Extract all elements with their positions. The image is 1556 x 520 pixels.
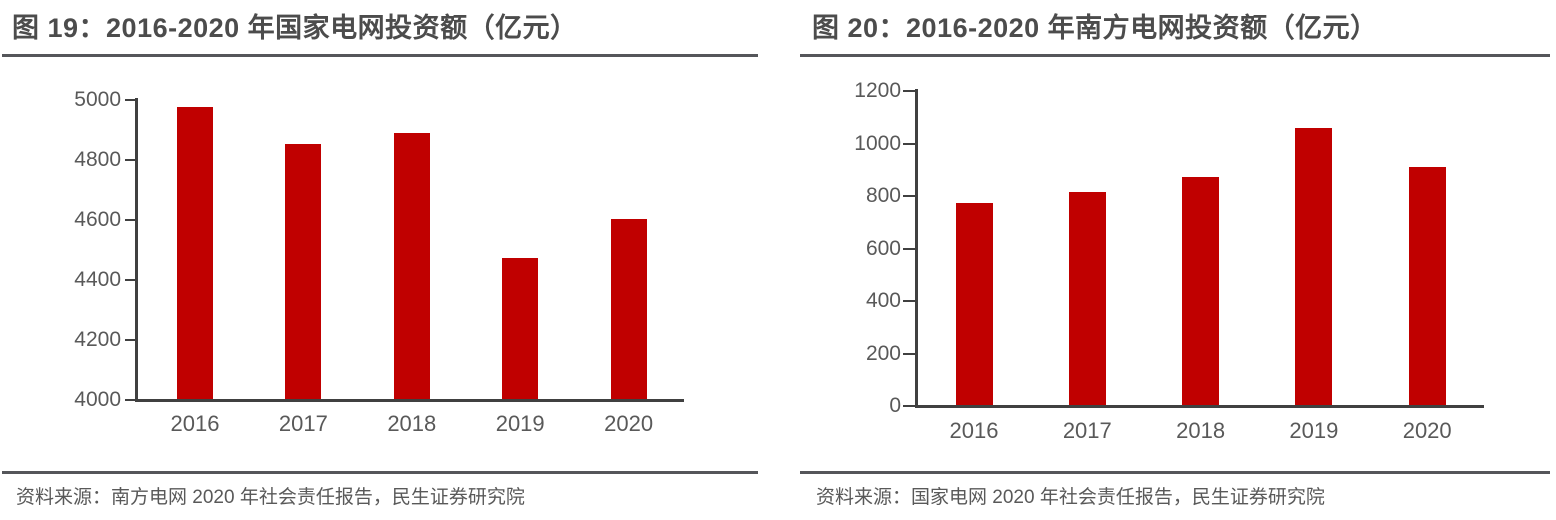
y-axis-label: 5000	[74, 88, 121, 111]
figure-19-title: 图 19：2016-2020 年国家电网投资额（亿元）	[12, 13, 578, 43]
y-axis-label: 400	[865, 289, 901, 312]
x-axis-label: 2020	[604, 411, 654, 436]
y-axis-tick	[125, 339, 135, 341]
x-axis-label: 2018	[1176, 418, 1226, 443]
y-axis-tick	[125, 399, 135, 401]
x-axis-label: 2017	[1062, 418, 1112, 443]
figure-19-source-rule	[2, 471, 758, 474]
bar	[285, 143, 322, 400]
y-axis-tick	[125, 99, 135, 101]
figure-20-panel: 图 20：2016-2020 年南方电网投资额（亿元） 0 200 400 600 80…	[800, 0, 1556, 520]
y-axis-line	[135, 98, 138, 401]
y-axis-tick	[125, 219, 135, 221]
figure-19-title-rule	[2, 54, 758, 57]
y-axis-label: 600	[865, 236, 901, 260]
figure-19-panel: 图 19：2016-2020 年国家电网投资额（亿元） 4000 4200 4400…	[0, 0, 758, 520]
y-axis-label: 1000	[854, 131, 901, 155]
bar	[955, 203, 993, 406]
y-axis-label: 4400	[74, 268, 121, 291]
y-axis-tick	[903, 405, 915, 407]
y-axis-label: 4000	[74, 388, 121, 411]
y-axis-label: 1200	[854, 79, 901, 102]
bar	[1182, 177, 1220, 406]
y-axis-tick	[903, 90, 915, 92]
y-axis-label: 4600	[74, 208, 121, 231]
y-axis-tick	[903, 142, 915, 145]
y-axis-label: 200	[865, 341, 901, 365]
y-axis-tick	[125, 279, 135, 281]
bar	[393, 133, 430, 400]
figure-20-bar-chart: 0 200 400 600 800 1000 1200 2016 2017 2018 2019 202…	[800, 0, 1556, 470]
x-axis-line	[135, 399, 684, 402]
x-axis-label: 2019	[1289, 418, 1339, 443]
x-axis-label: 2016	[949, 418, 999, 443]
bar	[1068, 192, 1106, 406]
y-axis-tick	[903, 352, 915, 355]
x-axis-label: 2018	[387, 411, 437, 436]
bar	[502, 258, 539, 400]
figure-20-source-rule	[800, 471, 1550, 474]
figure-19-source: 资料来源：南方电网 2020 年社会责任报告，民生证券研究院	[16, 487, 525, 508]
y-axis-label: 4200	[74, 328, 121, 351]
figure-20-source: 资料来源：国家电网 2020 年社会责任报告，民生证券研究院	[816, 487, 1325, 508]
figure-20-title: 图 20：2016-2020 年南方电网投资额（亿元）	[812, 13, 1378, 43]
bar	[610, 218, 647, 400]
x-axis-label: 2020	[1402, 418, 1452, 443]
x-axis-line	[915, 405, 1484, 408]
y-axis-tick	[125, 159, 135, 161]
y-axis-label: 0	[889, 394, 901, 417]
x-axis-label: 2019	[495, 411, 545, 436]
y-axis-label: 800	[865, 184, 901, 207]
y-axis-tick	[903, 300, 915, 302]
figure-20-title-rule	[800, 54, 1550, 57]
y-axis-tick	[903, 247, 915, 250]
bar	[177, 106, 213, 400]
figure-19-bar-chart: 4000 4200 4400 4600 4800 5000 2016 2017 2018 2019…	[0, 0, 758, 470]
y-axis-label: 4800	[74, 148, 121, 171]
bar	[1295, 128, 1333, 406]
x-axis-label: 2017	[278, 411, 328, 436]
x-axis-label: 2016	[170, 411, 220, 436]
bar	[1408, 167, 1446, 406]
y-axis-tick	[903, 195, 915, 197]
y-axis-line	[915, 89, 918, 407]
